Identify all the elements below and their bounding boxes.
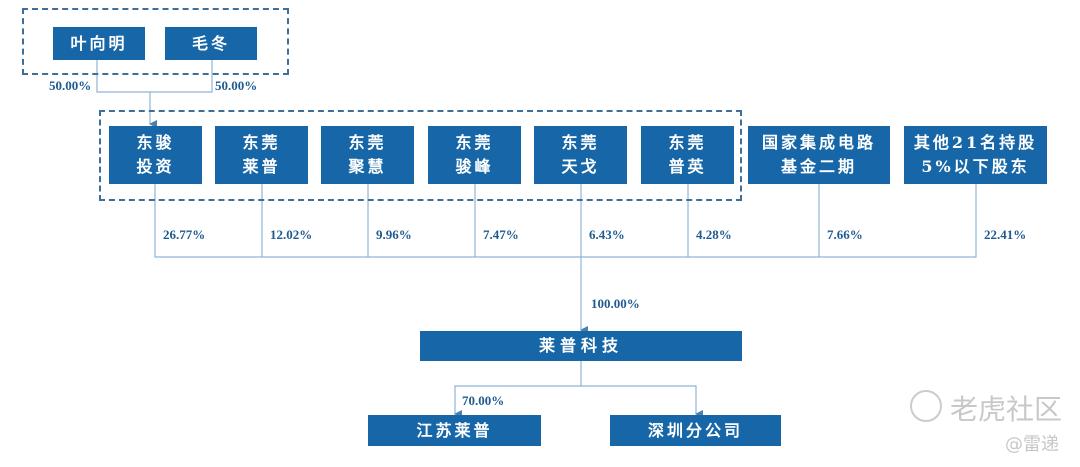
shareholder-name-line1: 东莞 — [561, 133, 600, 152]
shareholder-box[interactable]: 东莞 聚慧 — [321, 126, 414, 184]
holder-mao-dong[interactable]: 毛冬 — [165, 27, 257, 60]
shareholder-name-line1: 国家集成电路 — [761, 133, 876, 152]
shareholder-name-line2: 普英 — [668, 157, 707, 176]
shareholder-name-line1: 东莞 — [242, 133, 281, 152]
shareholder-name-line1: 东莞 — [455, 133, 494, 152]
company-laipu-tech[interactable]: 莱普科技 — [420, 331, 742, 361]
shareholder-box[interactable]: 东莞 骏峰 — [428, 126, 521, 184]
pct-label: 9.96% — [376, 227, 412, 242]
pct-label: 7.47% — [483, 227, 519, 242]
watermark-author: @雷递 — [1005, 434, 1059, 455]
pct-label: 7.66% — [827, 227, 863, 242]
shareholder-box[interactable]: 东莞 天戈 — [534, 126, 627, 184]
platform-group — [99, 110, 742, 201]
shareholder-box[interactable]: 东莞 莱普 — [215, 126, 308, 184]
pct-label: 22.41% — [984, 227, 1027, 242]
shareholder-name-line1: 东骏 — [136, 133, 175, 152]
pct-label: 12.02% — [270, 227, 313, 242]
shareholder-name-line2: 天戈 — [561, 157, 600, 176]
shareholder-box[interactable]: 东骏 投资 — [109, 126, 202, 184]
shareholder-name-line2: 骏峰 — [455, 157, 494, 176]
founders-group — [22, 8, 289, 75]
shareholder-name-line2: 投资 — [136, 157, 175, 176]
pct-label: 50.00% — [215, 78, 258, 93]
shareholder-name-line2: 聚慧 — [348, 157, 387, 176]
pct-label: 70.00% — [462, 393, 505, 408]
shareholder-name-line2: 5%以下股东 — [921, 157, 1030, 176]
watermark-logo-icon — [910, 390, 942, 422]
shareholder-box[interactable]: 东莞 普英 — [641, 126, 734, 184]
pct-label: 6.43% — [589, 227, 625, 242]
subsidiary-jiangsu-laipu[interactable]: 江苏莱普 — [368, 415, 541, 446]
watermark-brand: 老虎社区 — [950, 393, 1063, 426]
shareholder-name-line1: 东莞 — [668, 133, 707, 152]
shareholder-name-line2: 莱普 — [242, 157, 281, 176]
shareholder-name-line1: 东莞 — [348, 133, 387, 152]
pct-label: 4.28% — [696, 227, 732, 242]
holder-ye-xiangming[interactable]: 叶向明 — [53, 27, 145, 60]
shareholder-name-line2: 基金二期 — [780, 157, 857, 176]
pct-label: 50.00% — [49, 78, 92, 93]
shareholder-box[interactable]: 国家集成电路 基金二期 — [748, 126, 890, 184]
pct-label: 26.77% — [163, 227, 206, 242]
shareholder-box[interactable]: 其他21名持股 5%以下股东 — [904, 126, 1047, 184]
pct-label: 100.00% — [591, 296, 640, 311]
shareholder-name-line1: 其他21名持股 — [913, 133, 1038, 152]
subsidiary-shenzhen-branch[interactable]: 深圳分公司 — [610, 415, 781, 446]
